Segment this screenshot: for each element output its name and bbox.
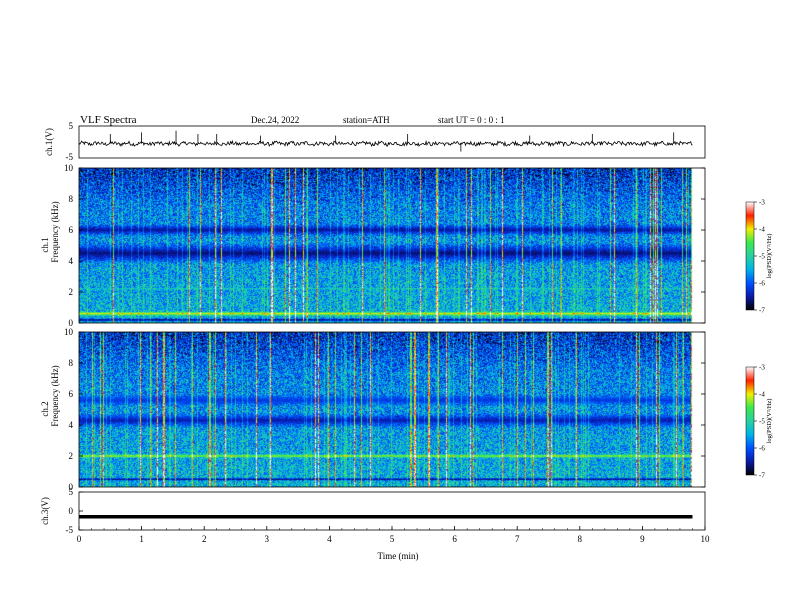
- time-axis-tick-label: 3: [265, 534, 270, 544]
- time-axis-ticks: 0 1 2 3 4 5 6 7 8 9 10: [77, 526, 710, 544]
- ch3-panel: 50-5 ch.3(V) 0 1 2 3 4 5 6 7 8 9 10 Time (min): [40, 487, 710, 561]
- colorbar-tick-label: -6: [759, 445, 765, 453]
- spectrogram-ytick-label: 6: [69, 389, 74, 399]
- colorbar-strip: [745, 366, 755, 476]
- spectrogram-ytick-label: 10: [64, 327, 74, 337]
- colorbar-label: log(PSD)(V²/Hz): [766, 234, 773, 279]
- ch1-spectrogram-yticks: 0 2 4 6 8 10: [64, 163, 705, 328]
- ch3-frame: [78, 491, 706, 531]
- spectrogram-ytick-label: 0: [69, 318, 74, 328]
- spectrogram-ytick-label: 8: [69, 194, 74, 204]
- spectrogram-ytick-label: 2: [69, 287, 74, 297]
- ch3-ytick-label: 5: [69, 487, 74, 497]
- ch1-ytick-bottom: -5: [66, 152, 74, 162]
- time-axis-tick-label: 9: [640, 534, 645, 544]
- ch2-spectrogram-frame: [78, 331, 706, 488]
- time-axis-tick-label: 5: [390, 534, 395, 544]
- time-axis-tick-label: 8: [578, 534, 583, 544]
- ch1-ytick-top: 5: [69, 121, 74, 131]
- ch3-yticks: 5 0 -5: [66, 487, 83, 535]
- time-axis-label: Time (min): [378, 551, 419, 561]
- ch2-colorbar: -3 -4 -5 -6 -7 log(PSD)(V²/Hz): [745, 364, 773, 480]
- ch3-ytick-label: 0: [69, 506, 74, 516]
- spectrogram-ytick-label: 2: [69, 451, 74, 461]
- ch1-frame: [78, 125, 706, 159]
- ch2-spectrogram-panel: 0 2 4 6 8 10 ch.2 Frequency (kHz): [40, 327, 706, 492]
- spectrogram-ytick-label: 0: [69, 482, 74, 492]
- colorbar-tick-label: -3: [759, 364, 765, 372]
- colorbar-tick-label: -7: [759, 307, 765, 315]
- colorbar-tick-label: -5: [759, 418, 765, 426]
- spectrogram-ytick-label: 10: [64, 163, 74, 173]
- ch2-spectrogram-ylabel-channel: ch.2: [40, 401, 50, 416]
- ch1-waveform-trace: [78, 130, 693, 152]
- ch2-spectrogram-image: [79, 332, 705, 487]
- ch3-ytick-label: -5: [66, 525, 74, 535]
- ch1-panel: 5 -5 ch.1(V): [44, 121, 706, 162]
- ch1-waveform-line: [78, 139, 693, 148]
- ch1-spectrogram-ylabel-frequency: Frequency (kHz): [50, 201, 60, 262]
- time-axis-tick-label: 4: [327, 534, 332, 544]
- ch3-ylabel: ch.3(V): [40, 497, 50, 525]
- ch1-spectrogram-ylabel-channel: ch.1: [40, 237, 50, 252]
- time-axis-tick-label: 1: [139, 534, 144, 544]
- ch1-spectrogram-frame: [78, 167, 706, 324]
- time-axis-tick-label: 7: [515, 534, 520, 544]
- ch1-ylabel: ch.1(V): [44, 128, 54, 156]
- colorbar-tick-label: -4: [759, 391, 765, 399]
- ch2-spectrogram-ylabel-frequency: Frequency (kHz): [50, 365, 60, 426]
- spectrogram-ytick-label: 4: [69, 256, 74, 266]
- colorbar-tick-label: -4: [759, 226, 765, 234]
- colorbar-tick-label: -3: [759, 199, 765, 207]
- colorbar-tick-label: -6: [759, 280, 765, 288]
- spectrogram-ytick-label: 4: [69, 420, 74, 430]
- colorbar-label: log(PSD)(V²/Hz): [766, 399, 773, 444]
- ch1-spectrogram-image: [79, 168, 705, 323]
- figure-title: VLF Spectra: [80, 114, 137, 126]
- ch1-spectrogram-panel: 0 2 4 6 8 10 ch.1 Frequency (kHz): [40, 163, 706, 328]
- time-axis-tick-label: 0: [77, 534, 82, 544]
- date-label: Dec.24, 2022: [251, 115, 299, 125]
- spectrogram-ytick-label: 8: [69, 358, 74, 368]
- time-axis-tick-label: 10: [701, 534, 711, 544]
- ch2-spectrogram-yticks: 0 2 4 6 8 10: [64, 327, 705, 492]
- spectrogram-ytick-label: 6: [69, 225, 74, 235]
- start-time-label: start UT = 0 : 0 : 1: [438, 115, 505, 125]
- colorbar-tick-label: -7: [759, 472, 765, 480]
- ch1-colorbar: -3 -4 -5 -6 -7 log(PSD)(V²/Hz): [745, 199, 773, 315]
- colorbar-strip: [745, 201, 755, 311]
- time-axis-tick-label: 6: [452, 534, 457, 544]
- time-axis-tick-label: 2: [202, 534, 207, 544]
- station-label: station=ATH: [343, 115, 390, 125]
- colorbar-tick-label: -5: [759, 253, 765, 261]
